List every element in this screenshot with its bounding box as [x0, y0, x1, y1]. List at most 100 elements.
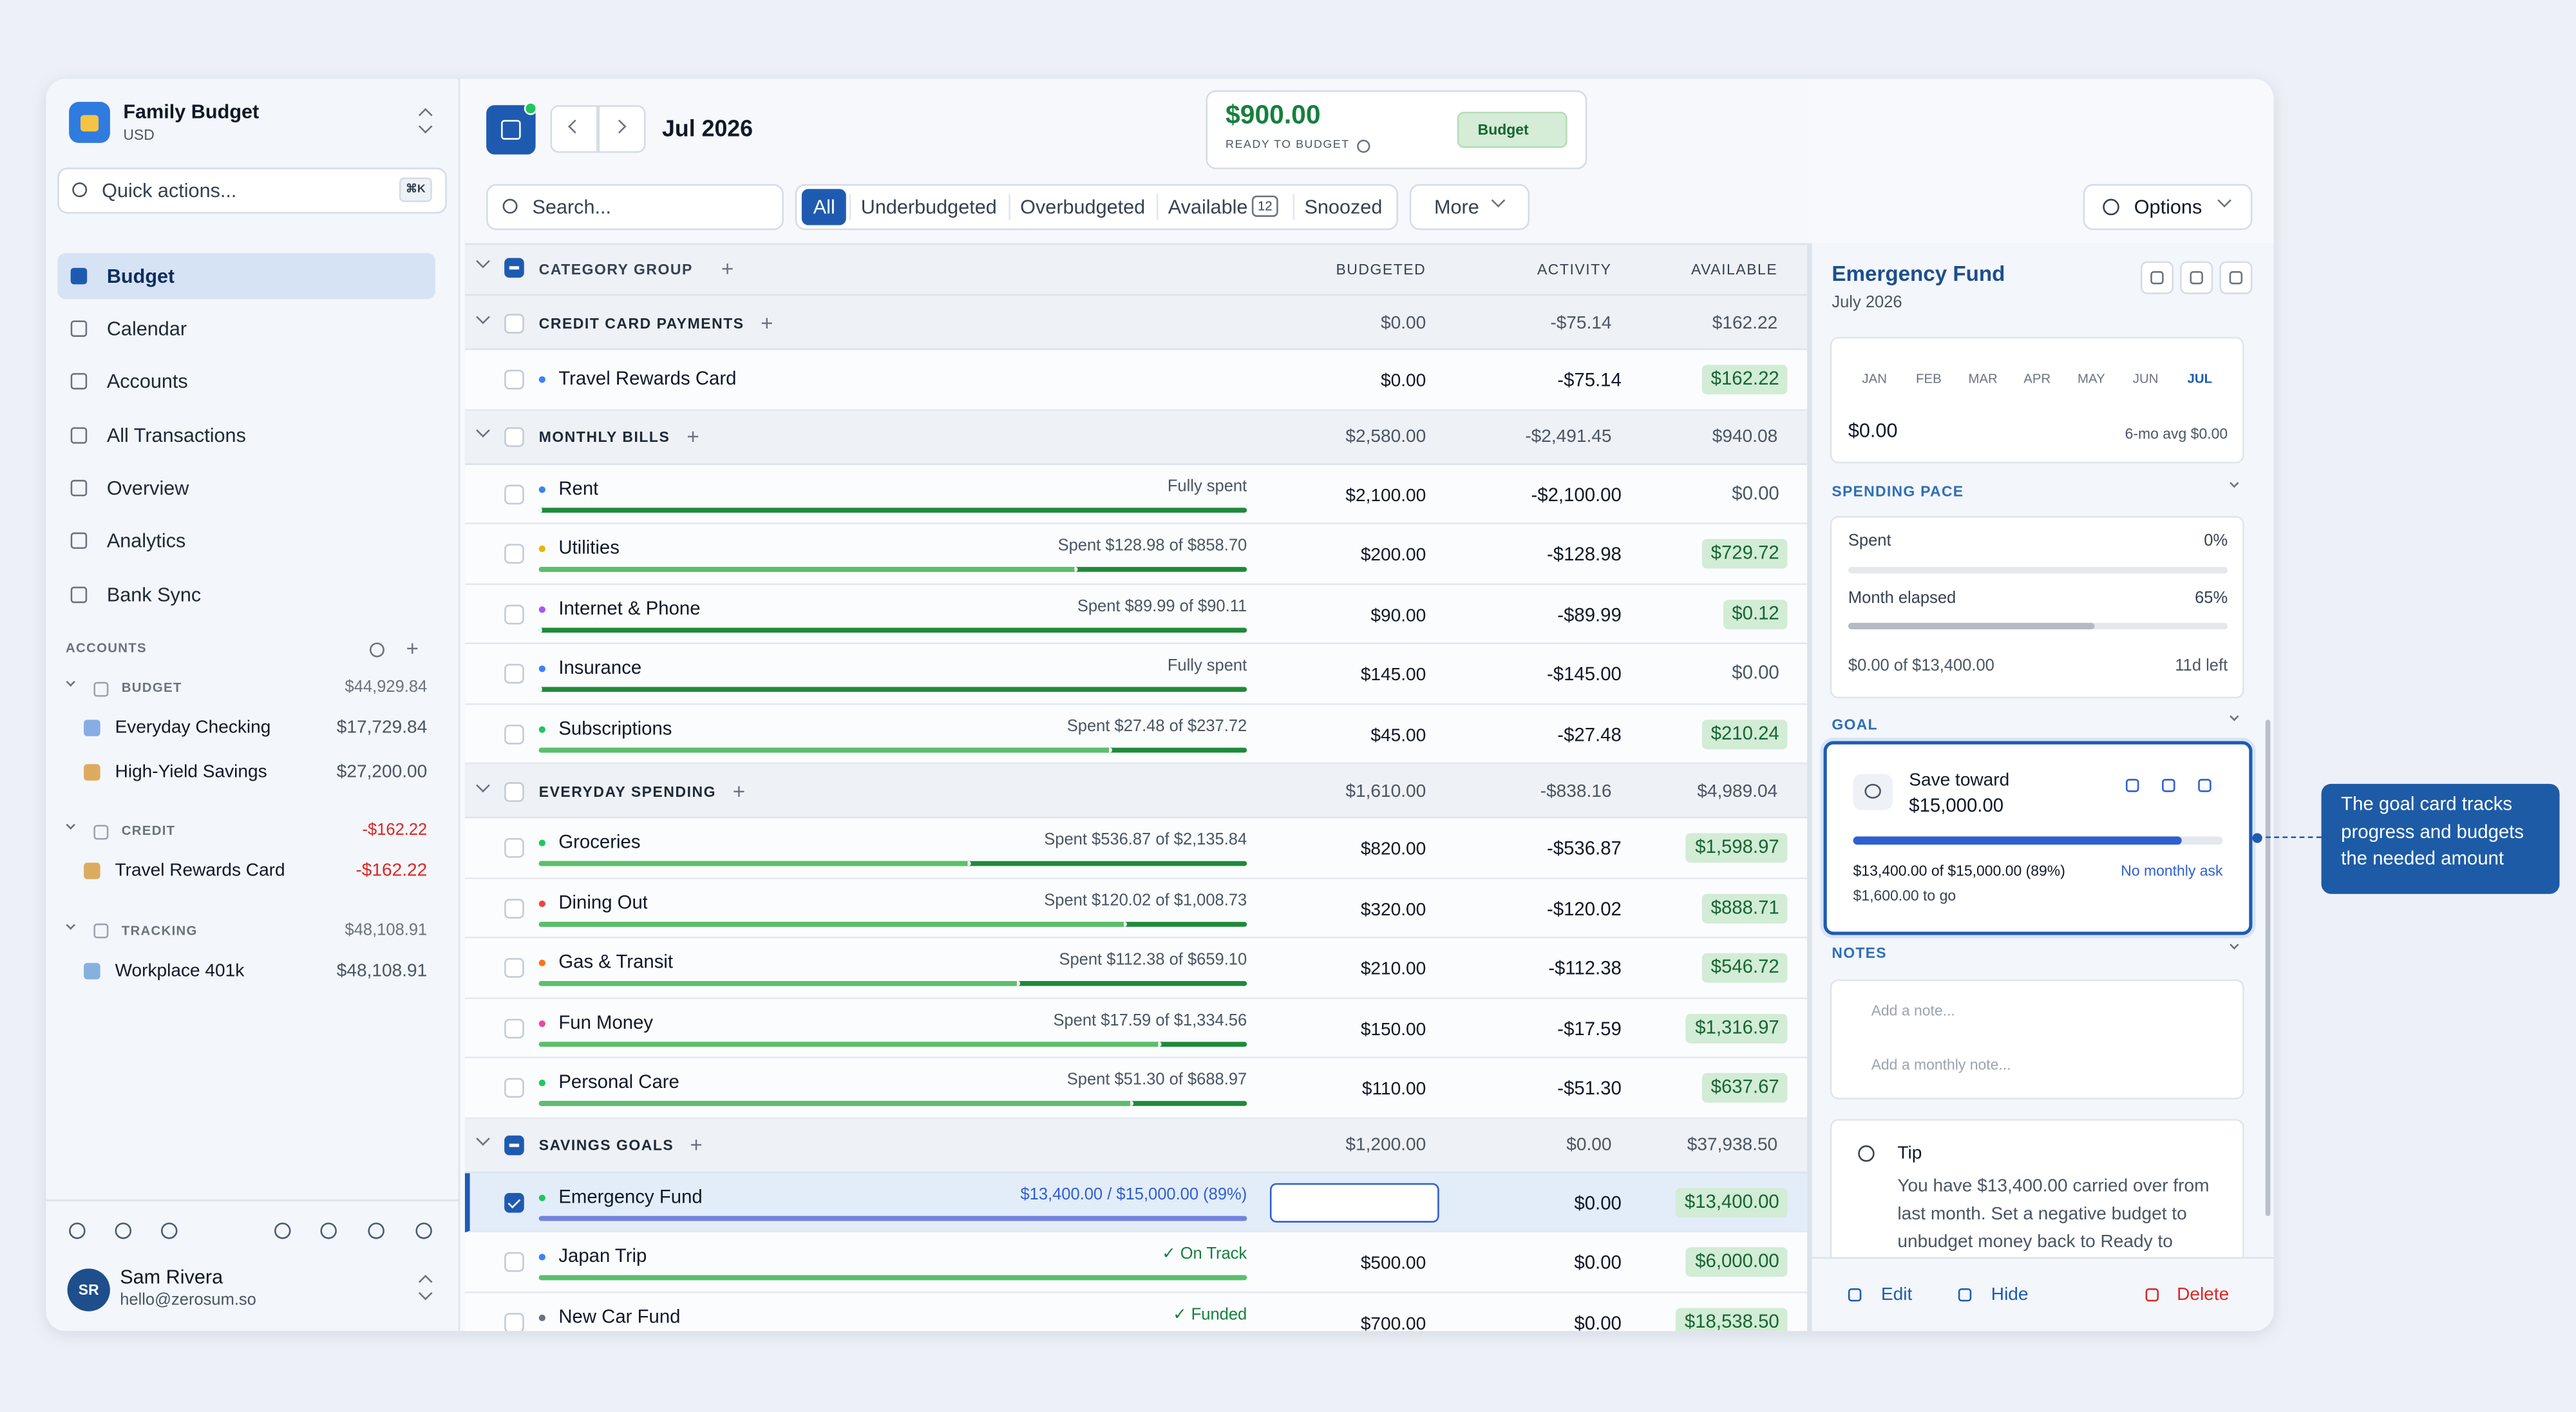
more-button[interactable] — [1409, 184, 1530, 231]
month-tab[interactable]: JAN — [1862, 371, 1887, 386]
category-name[interactable]: Japan Trip — [558, 1247, 647, 1268]
group-checkbox[interactable] — [504, 781, 524, 801]
account-balance: $17,729.84 — [336, 718, 428, 738]
category-name[interactable]: Utilities — [558, 539, 620, 559]
category-activity: -$2,100.00 — [1531, 486, 1622, 506]
action-icon — [1958, 1288, 1972, 1302]
goal-action-icon[interactable] — [2125, 779, 2139, 792]
panel-icon-button[interactable] — [2180, 261, 2213, 294]
nav-item[interactable]: Analytics — [106, 529, 186, 553]
toolbar-icon[interactable] — [69, 1222, 86, 1239]
category-dot — [538, 665, 545, 673]
category-name[interactable]: Fun Money — [558, 1013, 654, 1033]
category-checkbox[interactable] — [504, 1252, 524, 1273]
account-name[interactable]: Travel Rewards Card — [115, 861, 285, 881]
progress-fill — [538, 507, 542, 513]
month-tab[interactable]: JUN — [2132, 371, 2159, 386]
nav-item[interactable]: Overview — [106, 476, 189, 500]
panel-title: Emergency Fund — [1832, 261, 2005, 286]
category-checkbox[interactable] — [504, 1018, 524, 1038]
toolbar-icon[interactable] — [115, 1222, 132, 1239]
category-name[interactable]: Dining Out — [558, 893, 648, 913]
table-header — [464, 243, 1808, 296]
logo-house — [80, 115, 99, 132]
budget-currency: USD — [123, 126, 155, 143]
category-name[interactable]: Insurance — [558, 659, 642, 680]
category-name[interactable]: Subscriptions — [558, 719, 672, 739]
nav-item[interactable]: Bank Sync — [106, 583, 202, 607]
filter-chip[interactable]: Underbudgeted — [860, 195, 997, 219]
nav-item[interactable]: All Transactions — [106, 424, 246, 447]
add-category[interactable]: + — [732, 778, 746, 803]
add-category[interactable]: + — [761, 309, 773, 335]
nav-item[interactable]: Accounts — [106, 369, 188, 393]
category-name[interactable]: Emergency Fund — [558, 1187, 703, 1208]
account-name[interactable]: Everyday Checking — [115, 718, 271, 738]
nav-item[interactable]: Calendar — [106, 317, 187, 341]
panel-action[interactable]: Delete — [2177, 1284, 2230, 1305]
quick-actions[interactable] — [57, 167, 447, 214]
category-checkbox[interactable] — [504, 1312, 524, 1331]
month-tab[interactable]: MAY — [2078, 371, 2105, 386]
section-label: SPENDING PACE — [1832, 482, 1964, 500]
prev-month[interactable] — [550, 105, 598, 153]
category-name[interactable]: Groceries — [558, 833, 641, 854]
category-checkbox[interactable] — [504, 484, 524, 504]
month-tab[interactable]: APR — [2023, 371, 2051, 386]
progress-fill — [538, 921, 1127, 927]
group-checkbox[interactable] — [504, 427, 524, 447]
goal-action-icon[interactable] — [2198, 779, 2211, 792]
add-category[interactable]: + — [687, 424, 699, 449]
category-checkbox[interactable] — [504, 838, 524, 859]
category-checkbox[interactable] — [504, 604, 524, 624]
account-name[interactable]: Workplace 401k — [115, 960, 245, 980]
category-checkbox[interactable] — [504, 898, 524, 919]
panel-action[interactable]: Hide — [1991, 1284, 2029, 1305]
month-tab[interactable]: MAR — [1968, 371, 1998, 386]
category-dot — [538, 960, 545, 967]
category-checkbox[interactable] — [504, 958, 524, 978]
next-month[interactable] — [598, 105, 646, 153]
toolbar-icon[interactable] — [320, 1222, 337, 1239]
add-category[interactable]: + — [690, 1132, 703, 1157]
filter-chip[interactable]: Available — [1168, 195, 1248, 219]
category-name[interactable]: Gas & Transit — [558, 953, 674, 973]
category-name[interactable]: Rent — [558, 479, 599, 499]
panel-icon-button[interactable] — [2140, 261, 2174, 294]
category-name[interactable]: Internet & Phone — [558, 599, 701, 620]
group-checkbox[interactable] — [504, 312, 524, 333]
monthly-note-input[interactable]: Add a monthly note... — [1871, 1056, 2011, 1073]
account-name[interactable]: High-Yield Savings — [115, 761, 267, 782]
category-name[interactable]: Travel Rewards Card — [558, 370, 737, 390]
category-checkbox[interactable] — [504, 1078, 524, 1098]
category-checkbox[interactable] — [504, 1192, 524, 1213]
toolbar-icon[interactable] — [415, 1222, 432, 1239]
category-checkbox[interactable] — [504, 544, 524, 564]
toolbar-icon[interactable] — [368, 1222, 384, 1239]
group-activity: $0.00 — [1566, 1135, 1612, 1156]
month-tab[interactable]: JUL — [2187, 371, 2213, 386]
panel-action[interactable]: Edit — [1880, 1284, 1913, 1305]
filter-chip[interactable]: Snoozed — [1304, 195, 1383, 219]
category-name[interactable]: New Car Fund — [558, 1307, 681, 1328]
category-checkbox[interactable] — [504, 664, 524, 684]
filter-chip[interactable]: Overbudgeted — [1020, 195, 1146, 219]
category-checkbox[interactable] — [504, 724, 524, 744]
nav-item[interactable]: Budget — [106, 264, 175, 288]
note-input[interactable]: Add a note... — [1871, 1002, 1955, 1019]
month-tab[interactable]: FEB — [1916, 371, 1942, 386]
search-box[interactable] — [486, 184, 784, 231]
goal-action-icon[interactable] — [2162, 779, 2175, 792]
budget-button[interactable] — [1457, 111, 1567, 148]
budget-input[interactable] — [1269, 1183, 1439, 1223]
category-available: $6,000.00 — [1695, 1252, 1779, 1273]
filter-chip[interactable]: All — [813, 195, 835, 219]
category-checkbox[interactable] — [504, 370, 524, 390]
toolbar-icon[interactable] — [274, 1222, 291, 1239]
panel-icon-button[interactable] — [2219, 261, 2253, 294]
toolbar-icon[interactable] — [160, 1222, 178, 1239]
category-activity: -$536.87 — [1547, 840, 1622, 860]
category-name[interactable]: Personal Care — [558, 1073, 679, 1094]
shortcut: ⌘K — [406, 184, 426, 196]
column-header: CATEGORY GROUP — [538, 261, 693, 278]
